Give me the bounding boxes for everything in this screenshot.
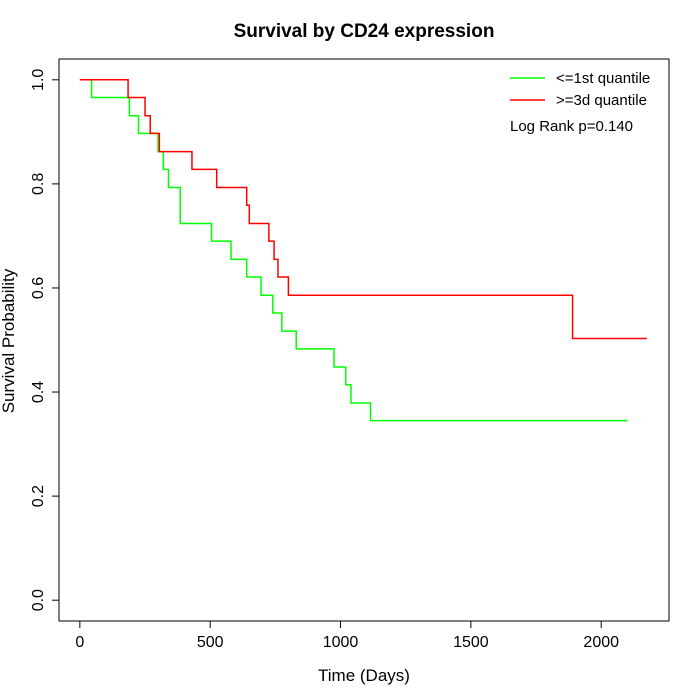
x-tick-label: 1500: [453, 634, 489, 651]
x-tick-label: 0: [75, 634, 84, 651]
x-axis-label: Time (Days): [318, 666, 410, 685]
x-tick-label: 500: [197, 634, 224, 651]
y-tick-label: 0.6: [30, 277, 47, 299]
x-tick-label: 1000: [323, 634, 359, 651]
y-tick-label: 1.0: [30, 69, 47, 91]
x-tick-label: 2000: [583, 634, 619, 651]
legend: <=1st quantile >=3d quantile: [510, 70, 650, 109]
chart-title: Survival by CD24 expression: [234, 21, 495, 42]
y-axis-label: Survival Probability: [0, 268, 18, 413]
series-line-low: [79, 79, 628, 422]
y-tick-label: 0.8: [30, 173, 47, 195]
log-rank-annotation: Log Rank p=0.140: [510, 118, 633, 135]
legend-label-high: >=3d quantile: [556, 92, 647, 109]
axes-ticks: 0 500 1000 1500 2000 0.0 0.2 0.4 0.6 0.8 1.0: [30, 69, 619, 651]
series-line-high: [79, 79, 647, 340]
y-tick-label: 0.4: [30, 381, 47, 403]
y-tick-label: 0.2: [30, 485, 47, 507]
y-tick-label: 0.0: [30, 589, 47, 611]
legend-label-low: <=1st quantile: [556, 70, 650, 87]
series-group: [79, 79, 647, 422]
plot-frame: [58, 58, 670, 622]
